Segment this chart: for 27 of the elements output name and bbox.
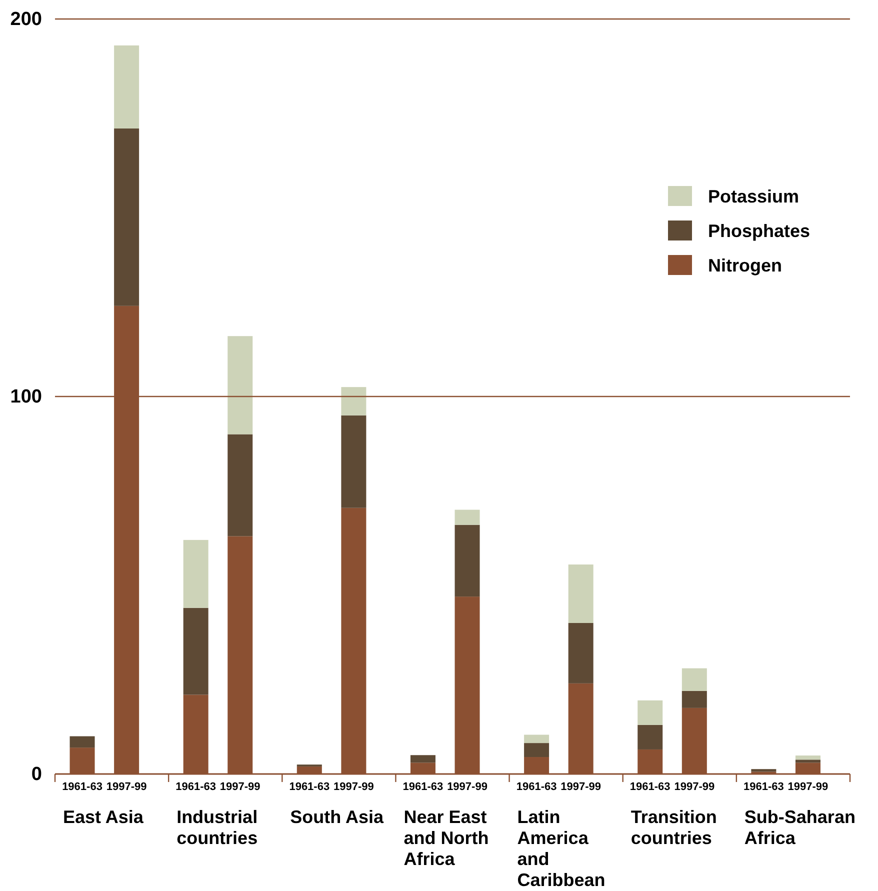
text: Transition countries bbox=[630, 807, 717, 848]
legend-label: Nitrogen bbox=[708, 255, 782, 276]
x-tick-label: 1961-63 bbox=[62, 781, 102, 793]
y-tick-label: 100 bbox=[10, 386, 42, 408]
y-tick-label: 0 bbox=[31, 764, 42, 786]
legend-label: Phosphates bbox=[708, 220, 810, 241]
x-tick-label: 1997-99 bbox=[106, 781, 147, 793]
text: Near East and North Africa bbox=[404, 807, 489, 870]
x-tick-label: 1961-63 bbox=[176, 781, 216, 793]
text: Industrial countries bbox=[176, 807, 258, 848]
text: East Asia bbox=[63, 807, 144, 827]
x-tick-label: 1997-99 bbox=[674, 781, 715, 793]
x-tick-label: 1997-99 bbox=[220, 781, 260, 793]
legend-label: Potassium bbox=[708, 186, 800, 206]
text: Latin America and Caribbean bbox=[517, 807, 606, 890]
x-tick-label: 1961-63 bbox=[744, 781, 784, 793]
text: Sub-Saharan Africa bbox=[744, 807, 856, 848]
y-tick-label: 200 bbox=[10, 9, 42, 30]
x-tick-label: 1961-63 bbox=[289, 781, 330, 793]
x-tick-label: 1997-99 bbox=[788, 781, 828, 793]
x-tick-label: 1997-99 bbox=[447, 781, 488, 793]
x-tick-label: 1961-63 bbox=[516, 781, 557, 793]
x-tick-label: 1997-99 bbox=[560, 781, 602, 793]
x-tick-label: 1997-99 bbox=[334, 781, 374, 793]
text: South Asia bbox=[290, 807, 384, 827]
x-tick-label: 1961-63 bbox=[630, 781, 670, 793]
x-tick-label: 1961-63 bbox=[402, 781, 444, 793]
